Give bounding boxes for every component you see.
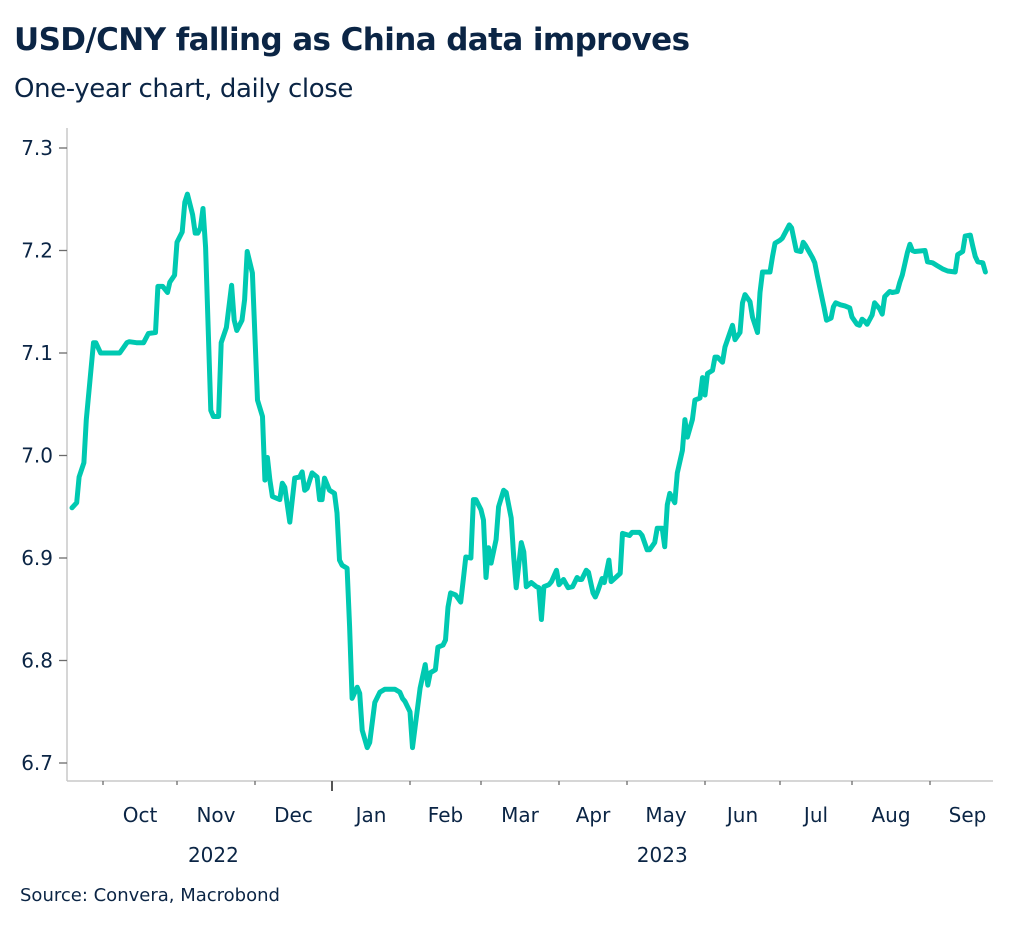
y-tick-label: 6.7 <box>21 751 53 775</box>
y-tick-label: 7.1 <box>21 341 53 365</box>
x-tick-label: Jul <box>802 803 828 827</box>
series-layer <box>69 191 988 751</box>
x-tick-label: Aug <box>871 803 910 827</box>
x-year-label: 2023 <box>637 843 688 867</box>
y-tick-label: 6.9 <box>21 546 53 570</box>
source-note: Source: Convera, Macrobond <box>20 885 280 906</box>
x-axis: Oct Nov Dec Jan Feb Mar Apr May Jun Jul Aug Sep 2022… <box>67 780 993 867</box>
x-tick-label: Mar <box>501 803 540 827</box>
series-line-usd-cny <box>69 191 988 751</box>
y-tick-label: 6.8 <box>21 649 53 673</box>
y-axis: 6.7 6.8 6.9 7.0 7.1 7.2 7.3 <box>21 128 68 781</box>
x-tick-label: Oct <box>123 803 158 827</box>
x-tick-label: Nov <box>196 803 235 827</box>
x-tick-label: May <box>645 803 687 827</box>
y-tick-label: 7.0 <box>21 444 53 468</box>
x-tick-label: Dec <box>274 803 313 827</box>
x-year-label: 2022 <box>188 843 239 867</box>
x-tick-label: Apr <box>576 803 611 827</box>
x-tick-label: Jan <box>354 803 387 827</box>
chart-title: USD/CNY falling as China data improves <box>14 22 690 58</box>
x-tick-label: Jun <box>725 803 758 827</box>
x-tick-label: Feb <box>428 803 463 827</box>
chart-subtitle: One-year chart, daily close <box>14 74 353 104</box>
x-tick-label: Sep <box>949 803 987 827</box>
y-tick-label: 7.3 <box>21 136 53 160</box>
y-tick-label: 7.2 <box>21 239 53 263</box>
